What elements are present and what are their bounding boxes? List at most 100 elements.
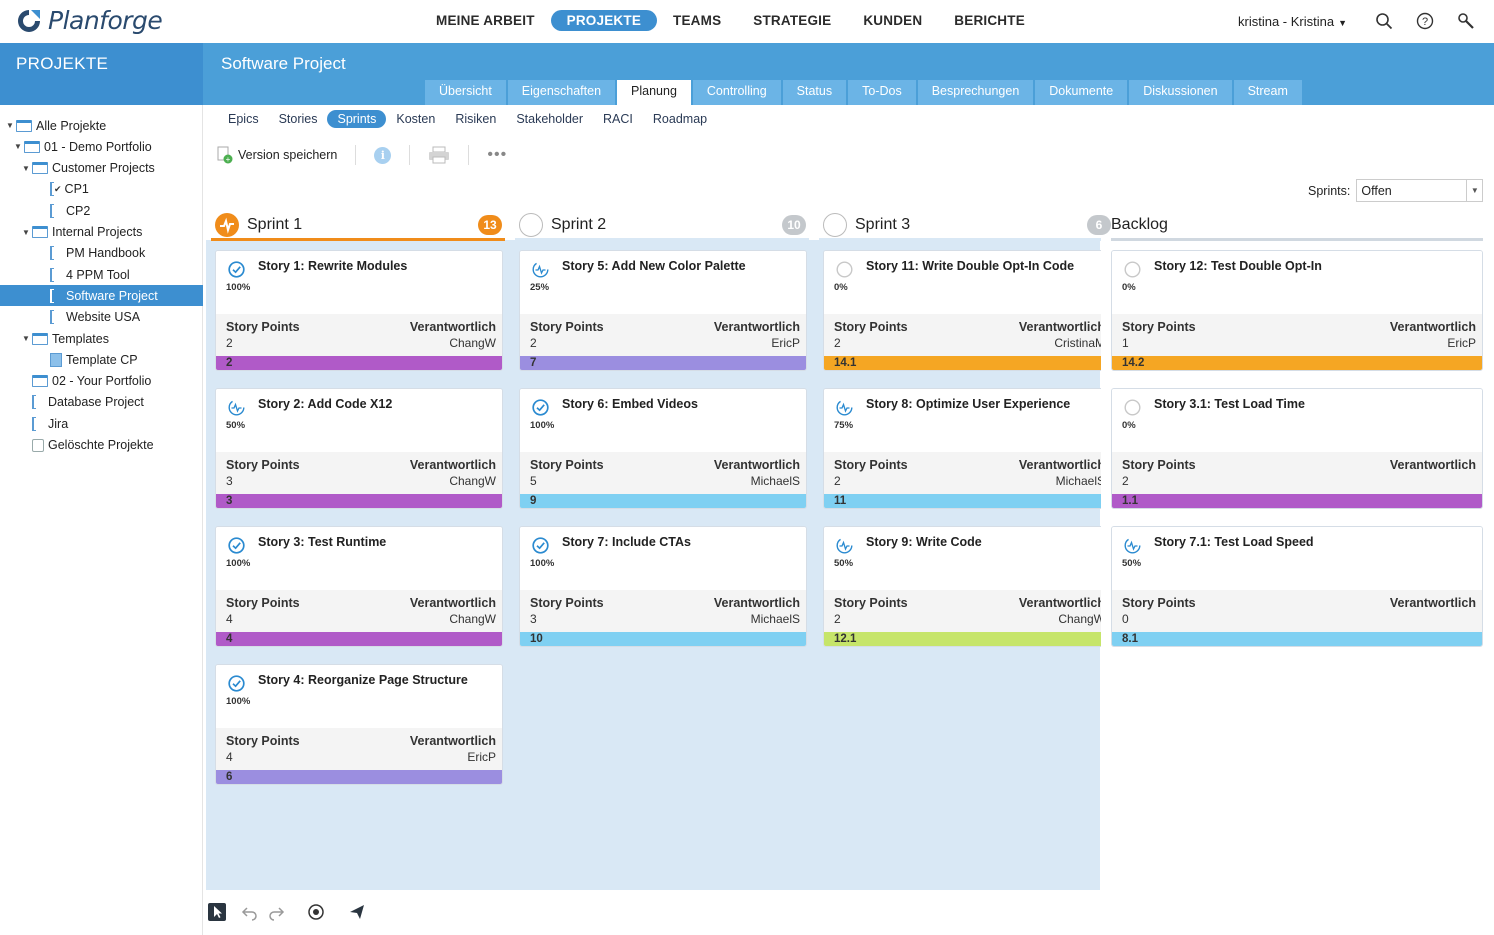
story-card[interactable]: Story 9: Write Code 50% Story Points Verant… — [823, 526, 1101, 647]
card-header: Story 12: Test Double Opt-In 0% — [1112, 251, 1482, 314]
epic-bar: 3 — [216, 494, 502, 508]
tree-item[interactable]: ▼ Customer Projects — [22, 158, 155, 179]
tab-5[interactable]: Status — [782, 80, 847, 105]
column-underline — [515, 238, 809, 241]
story-card[interactable]: Story 7.1: Test Load Speed 50% Story Point… — [1111, 526, 1483, 647]
tree-toggle-icon[interactable]: ▼ — [22, 334, 30, 343]
story-card[interactable]: Story 3.1: Test Load Time 0% Story Points V… — [1111, 388, 1483, 509]
tree-item[interactable]: ✔ CP1 — [40, 179, 89, 200]
tab-3[interactable]: Planung — [617, 80, 691, 105]
nav-item-strategie[interactable]: STRATEGIE — [753, 13, 832, 28]
tools-icon[interactable] — [1457, 12, 1475, 30]
story-card[interactable]: Story 8: Optimize User Experience 75% Stor… — [823, 388, 1101, 509]
logo[interactable]: Planforge — [16, 6, 163, 35]
tree-item[interactable]: ▼ Internal Projects — [22, 222, 142, 243]
nav-item-meine-arbeit[interactable]: MEINE ARBEIT — [436, 13, 535, 28]
nav-item-berichte[interactable]: BERICHTE — [954, 13, 1025, 28]
column-header[interactable]: Sprint 1 13 — [211, 211, 505, 241]
tab-8[interactable]: Dokumente — [1035, 80, 1128, 105]
story-progress: 100% — [226, 696, 251, 707]
card-header: Story 9: Write Code 50% — [824, 527, 1101, 590]
story-card[interactable]: Story 7: Include CTAs 100% Story Points Ver… — [519, 526, 807, 647]
more-options-icon[interactable]: ••• — [487, 146, 508, 163]
column-header[interactable]: Sprint 2 10 — [515, 211, 809, 241]
nav-item-teams[interactable]: TEAMS — [673, 13, 722, 28]
card-details: Story Points Verantwortlich 2 CristinaM — [824, 314, 1101, 356]
story-points-label: Story Points — [226, 458, 300, 472]
bottom-toolbar — [203, 895, 603, 930]
tab-2[interactable]: Eigenschaften — [507, 80, 616, 105]
column-header[interactable]: Backlog — [1111, 211, 1483, 241]
tree-item[interactable]: PM Handbook — [40, 243, 145, 264]
subnav-stories[interactable]: Stories — [278, 112, 318, 126]
search-icon[interactable] — [1375, 12, 1393, 30]
tab-7[interactable]: Besprechungen — [917, 80, 1034, 105]
sprints-filter: Sprints: Offen ▼ — [1308, 179, 1484, 202]
undo-icon[interactable] — [241, 903, 259, 921]
subnav-roadmap[interactable]: Roadmap — [652, 112, 708, 126]
tree-item[interactable]: ▼ Alle Projekte — [6, 115, 106, 136]
subnav-kosten[interactable]: Kosten — [396, 112, 436, 126]
tree-toggle-icon[interactable]: ▼ — [14, 142, 22, 152]
save-version-button[interactable]: + Version speichern — [217, 146, 337, 164]
story-card[interactable]: Story 3: Test Runtime 100% Story Points Ver… — [215, 526, 503, 647]
story-card[interactable]: Story 5: Add New Color Palette 25% Story P… — [519, 250, 807, 371]
nav-item-kunden[interactable]: KUNDEN — [863, 13, 923, 28]
story-card[interactable]: Story 11: Write Double Opt-In Code 0% Stor… — [823, 250, 1101, 371]
subnav-sprints[interactable]: Sprints — [327, 110, 387, 128]
responsible-label: Verantwortlich — [713, 596, 800, 610]
tree-item[interactable]: CP2 — [40, 200, 90, 221]
epic-bar: 8.1 — [1112, 632, 1482, 646]
story-points-label: Story Points — [530, 458, 604, 472]
help-icon[interactable]: ? — [1416, 12, 1434, 30]
tree-item[interactable]: 4 PPM Tool — [40, 264, 130, 285]
sprints-filter-select[interactable]: Offen ▼ — [1356, 179, 1484, 202]
story-points-label: Story Points — [226, 734, 300, 748]
tree-item[interactable]: 02 - Your Portfolio — [22, 371, 151, 392]
story-card[interactable]: Story 4: Reorganize Page Structure 100% St… — [215, 664, 503, 785]
story-card[interactable]: Story 2: Add Code X12 50% Story Points Vera… — [215, 388, 503, 509]
tab-1[interactable]: Übersicht — [425, 80, 506, 105]
user-menu[interactable]: kristina - Kristina ▼ — [1238, 14, 1347, 29]
tree-toggle-icon[interactable]: ▼ — [22, 227, 30, 237]
story-card[interactable]: Story 1: Rewrite Modules 100% Story Points… — [215, 250, 503, 371]
magic-icon[interactable] — [307, 903, 325, 921]
tree-item[interactable]: Jira — [22, 413, 68, 434]
story-card[interactable]: Story 12: Test Double Opt-In 0% Story Poin… — [1111, 250, 1483, 371]
tab-4[interactable]: Controlling — [692, 80, 781, 105]
tree-item[interactable]: Database Project — [22, 392, 144, 413]
pointer-icon[interactable] — [208, 903, 226, 921]
tree-item[interactable]: Website USA — [40, 307, 140, 328]
subnav-epics[interactable]: Epics — [228, 112, 259, 126]
card-details: Story Points Verantwortlich 3 MichaelS — [520, 590, 806, 632]
tree-item[interactable]: ▼ Templates — [22, 328, 109, 349]
tab-9[interactable]: Diskussionen — [1129, 80, 1232, 105]
column-header[interactable]: Sprint 3 6 — [819, 211, 1111, 241]
subnav-risiken[interactable]: Risiken — [455, 112, 497, 126]
subnav-raci[interactable]: RACI — [603, 112, 633, 126]
print-icon[interactable] — [428, 146, 450, 164]
nav-item-projekte[interactable]: PROJEKTE — [550, 10, 658, 31]
tree-item[interactable]: ▼ 01 - Demo Portfolio — [14, 136, 152, 157]
main-navigation: MEINE ARBEIT PROJEKTE TEAMS STRATEGIE KUNDEN… — [420, 10, 1041, 31]
info-icon[interactable]: i — [374, 146, 392, 164]
tree-toggle-icon[interactable]: ▼ — [6, 121, 14, 130]
tab-6[interactable]: To-Dos — [848, 80, 916, 105]
tree-item-label: Customer Projects — [52, 161, 155, 176]
card-details: Story Points Verantwortlich 2 — [1112, 452, 1482, 494]
epic-bar: 4 — [216, 632, 502, 646]
tree-item[interactable]: Gelöschte Projekte — [22, 435, 154, 456]
tree-item[interactable]: Software Project — [0, 285, 203, 307]
tree-item-label: Software Project — [66, 288, 158, 303]
responsible-label: Verantwortlich — [409, 734, 496, 748]
story-card[interactable]: Story 6: Embed Videos 100% Story Points Ver… — [519, 388, 807, 509]
tree-toggle-icon[interactable]: ▼ — [22, 163, 30, 173]
redo-icon[interactable] — [267, 903, 285, 921]
epic-bar: 9 — [520, 494, 806, 508]
subnav-stakeholder[interactable]: Stakeholder — [516, 112, 584, 126]
tab-10[interactable]: Stream — [1233, 80, 1302, 105]
epic-label: 4 — [226, 633, 233, 645]
send-icon[interactable] — [348, 903, 366, 921]
tree-item[interactable]: Template CP — [40, 349, 138, 370]
story-progress: 100% — [530, 558, 555, 569]
